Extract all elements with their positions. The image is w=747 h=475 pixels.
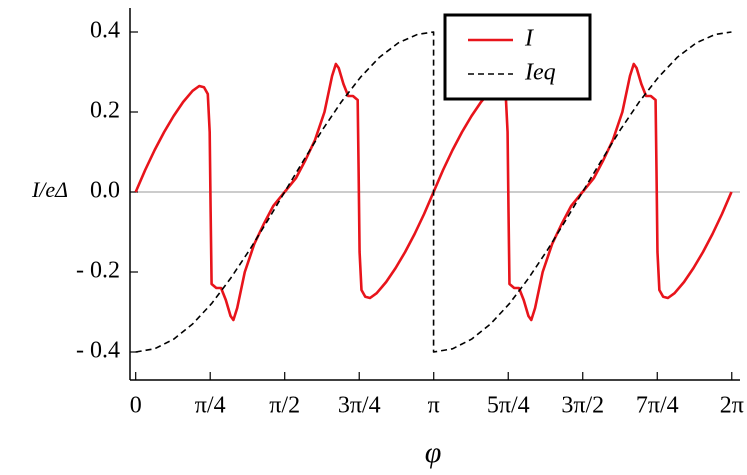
y-tick-label: - 0.4 xyxy=(76,338,120,364)
y-tick-label: 0.2 xyxy=(90,98,120,124)
x-tick-label: π/4 xyxy=(195,393,226,419)
y-tick-label: 0.0 xyxy=(90,178,120,204)
y-axis-label: I/eΔ xyxy=(31,177,68,202)
y-tick-label: 0.4 xyxy=(90,18,120,44)
series-line xyxy=(135,31,732,353)
x-tick-label: 2π xyxy=(720,393,744,419)
legend-box xyxy=(443,13,592,101)
legend-label: Ieq xyxy=(524,60,556,86)
x-tick-label: 3π/4 xyxy=(338,393,381,419)
x-axis-label: φ xyxy=(425,436,442,469)
x-tick-label: 3π/2 xyxy=(561,393,604,419)
y-tick-label: - 0.2 xyxy=(76,258,120,284)
x-tick-label: 7π/4 xyxy=(636,393,679,419)
legend-label: I xyxy=(524,26,534,52)
x-tick-label: 0 xyxy=(130,393,142,419)
x-tick-label: π/2 xyxy=(269,393,300,419)
x-tick-label: 5π/4 xyxy=(487,393,530,419)
x-tick-label: π xyxy=(428,393,440,419)
